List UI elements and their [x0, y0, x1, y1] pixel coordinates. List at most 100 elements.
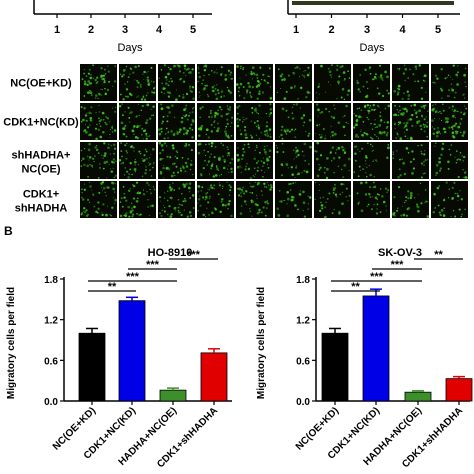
cell-speck [341, 65, 344, 68]
cell-speck [129, 67, 132, 70]
cell-speck [291, 198, 294, 202]
cell-speck [332, 187, 335, 189]
cell-speck [301, 172, 303, 174]
cell-speck [247, 143, 250, 146]
cell-speck [365, 172, 367, 174]
cell-speck [128, 215, 131, 218]
cell-speck [198, 134, 201, 137]
cell-speck [235, 83, 239, 86]
cell-speck [347, 200, 349, 202]
cell-speck [213, 156, 216, 159]
cell-speck [426, 121, 429, 124]
cell-speck [171, 144, 175, 147]
cell-speck [394, 122, 396, 125]
cell-speck [366, 205, 369, 208]
cell-speck [214, 93, 217, 96]
cell-speck [229, 189, 232, 192]
cell-speck [205, 143, 207, 146]
cell-speck [407, 151, 410, 154]
cell-speck [366, 116, 368, 119]
cell-speck [106, 117, 110, 120]
cell-speck [266, 132, 269, 134]
cell-speck [227, 69, 230, 72]
cell-speck [380, 77, 384, 80]
cell-speck [256, 120, 259, 123]
cell-speck [228, 171, 230, 173]
cell-speck [360, 209, 364, 213]
cell-speck [107, 70, 110, 73]
cell-speck [97, 97, 99, 100]
cell-speck [294, 87, 296, 89]
cell-speck [256, 197, 258, 200]
cell-speck [102, 157, 104, 159]
cell-speck [253, 121, 256, 124]
cell-speck [183, 114, 185, 117]
cell-speck [318, 93, 320, 95]
cell-speck [158, 128, 161, 131]
cell-speck [163, 177, 165, 179]
cell-speck [150, 192, 153, 195]
cell-speck [150, 175, 153, 177]
cell-speck [175, 89, 178, 91]
cell-speck [423, 164, 425, 166]
cell-speck [167, 190, 169, 192]
cell-speck [100, 88, 102, 90]
cell-speck [386, 191, 388, 193]
cell-speck [278, 136, 280, 138]
cell-speck [399, 158, 401, 161]
cell-speck [105, 195, 107, 197]
cell-speck [121, 114, 124, 117]
cell-speck [88, 68, 91, 71]
cell-speck [203, 74, 205, 77]
cell-speck [320, 204, 324, 207]
cell-speck [197, 80, 200, 83]
cell-speck [334, 152, 337, 154]
cell-speck [366, 142, 369, 145]
cell-speck [80, 120, 83, 123]
cell-speck [263, 185, 266, 188]
cell-speck [365, 80, 369, 84]
cell-speck [91, 189, 93, 191]
cell-speck [256, 112, 258, 114]
cell-speck [393, 196, 396, 199]
cell-speck [265, 129, 268, 132]
cell-speck [287, 167, 289, 169]
cell-speck [142, 159, 146, 163]
cell-speck [457, 158, 460, 161]
cell-speck [147, 92, 149, 94]
cell-speck [130, 145, 133, 148]
cell-speck [330, 115, 333, 118]
cell-speck [90, 73, 92, 76]
cell-speck [460, 117, 463, 120]
cell-speck [214, 114, 217, 117]
cell-speck [299, 107, 301, 109]
cell-speck [392, 153, 395, 156]
cell-speck [406, 208, 409, 211]
cell-speck [455, 131, 459, 135]
cell-speck [145, 134, 148, 137]
cell-speck [162, 137, 164, 139]
cell-speck [80, 165, 83, 167]
cell-speck [375, 77, 377, 80]
cell-speck [342, 149, 345, 152]
cell-speck [290, 166, 293, 169]
cell-speck [359, 74, 361, 76]
cell-speck [303, 215, 307, 218]
cell-speck [455, 73, 459, 77]
cell-speck [255, 161, 258, 164]
cell-speck [244, 126, 247, 129]
cell-speck [341, 87, 345, 91]
cell-speck [325, 201, 327, 203]
cell-speck [204, 64, 208, 68]
cell-speck [462, 160, 464, 162]
cell-speck [83, 214, 85, 216]
cell-speck [344, 150, 347, 154]
cell-speck [316, 141, 320, 145]
cell-speck [188, 211, 192, 214]
cell-speck [365, 181, 368, 184]
cell-speck [101, 211, 103, 214]
cell-speck [345, 104, 348, 108]
cell-speck [251, 111, 254, 114]
cell-speck [437, 111, 440, 114]
cell-speck [376, 193, 379, 195]
